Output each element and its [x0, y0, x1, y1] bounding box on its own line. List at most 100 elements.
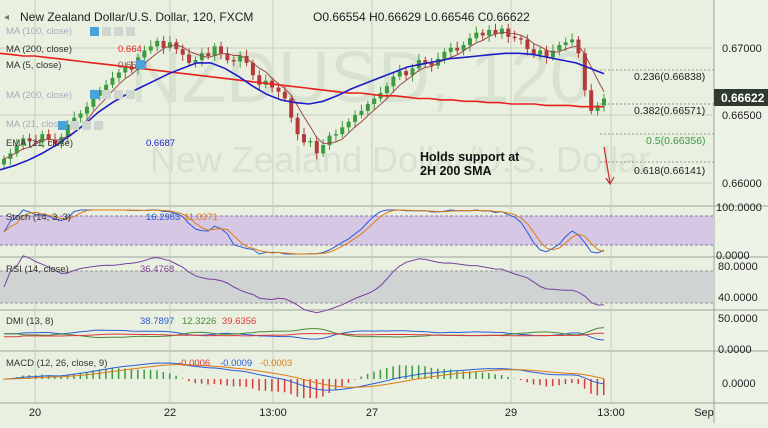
macd-hist-bar: [41, 374, 43, 379]
dmi-minus-line: [4, 327, 605, 339]
macd-hist-bar: [92, 370, 94, 379]
rsi-value: 36.4768: [140, 264, 174, 275]
candle-body: [365, 104, 370, 111]
dmi-value-3: 39.6356: [222, 316, 256, 327]
macd-hist-bar: [290, 379, 292, 395]
macd-hist-bar: [232, 379, 235, 387]
macd-hist-bar: [130, 369, 133, 379]
macd-hist-bar: [200, 379, 203, 384]
candle-body: [53, 139, 58, 144]
macd-hist-bar: [558, 379, 560, 386]
collapse-icon[interactable]: ◂: [4, 12, 9, 23]
macd-line: [3, 362, 605, 391]
candle-body: [193, 60, 198, 63]
macd-hist-bar: [117, 368, 120, 379]
ema21-line: [0, 52, 605, 171]
rsi-label: RSI (14, close): [6, 264, 69, 275]
sma200-line: [0, 52, 604, 108]
stoch-tick-bottom: 0.0000: [716, 250, 750, 262]
candle-body: [359, 110, 364, 115]
candle-body: [550, 50, 555, 58]
candle-body: [327, 135, 332, 146]
candle-body: [40, 134, 45, 143]
macd-hist-bar: [168, 373, 171, 379]
candle-body: [480, 32, 485, 36]
macd-hist-bar: [328, 379, 331, 394]
candle-body: [340, 127, 345, 135]
macd-hist-bar: [385, 368, 388, 379]
macd-hist-bar: [111, 368, 114, 379]
candle-body: [27, 138, 32, 142]
svg-text:0.66500: 0.66500: [722, 110, 762, 122]
macd-hist-bar: [66, 374, 69, 379]
dmi-label: DMI (13, 8): [6, 316, 54, 327]
candle-body: [423, 60, 428, 63]
macd-label: MACD (12, 26, close, 9): [6, 358, 107, 369]
candle-body: [474, 32, 479, 39]
candle-body: [219, 46, 224, 54]
annotation-line2: 2H 200 SMA: [420, 164, 492, 178]
macd-hist-bar: [526, 379, 528, 383]
macd-hist-bar: [213, 379, 216, 384]
macd-hist-bar: [264, 379, 267, 391]
candle-body: [372, 98, 377, 104]
candle-body: [519, 38, 524, 40]
macd-hist-bar: [468, 371, 471, 379]
svg-text:EMA (21, close): EMA (21, close): [6, 138, 73, 149]
macd-hist-bar: [239, 379, 241, 387]
macd-hist-bar: [366, 373, 369, 379]
macd-hist-bar: [105, 368, 107, 379]
macd-hist-bar: [156, 370, 158, 379]
candle-body: [404, 71, 409, 76]
candle-body: [563, 42, 568, 46]
candle-body: [129, 66, 134, 70]
macd-hist-bar: [303, 379, 305, 399]
candle-body: [538, 50, 543, 55]
macd-hist-bar: [354, 379, 356, 380]
candle-body: [46, 134, 51, 140]
adx-line: [4, 332, 604, 338]
candle-body: [97, 90, 102, 96]
macd-hist-bar: [322, 379, 324, 397]
macd-hist-bar: [283, 379, 286, 393]
candle-body: [467, 38, 472, 46]
legend-icons[interactable]: [58, 27, 145, 130]
candle-body: [225, 53, 230, 61]
macd-hist-bar: [507, 376, 509, 379]
svg-text:29: 29: [505, 407, 517, 419]
candle-body: [295, 117, 300, 135]
candle-body: [65, 124, 70, 137]
candle-body: [410, 68, 415, 76]
candle-body: [557, 45, 562, 51]
svg-text:0.66000: 0.66000: [722, 178, 762, 190]
macd-hist-bar: [175, 375, 177, 379]
macd-hist-bar: [564, 379, 567, 385]
stoch-d-value: 11.0371: [184, 212, 218, 223]
macd-hist-bar: [60, 376, 62, 379]
candle-body: [442, 51, 447, 59]
price-badge: [714, 89, 768, 106]
candle-body: [148, 46, 153, 51]
time-axis-ticks: 20 22 13:00 27 29 13:00 Sep: [29, 407, 714, 419]
candle-body: [544, 50, 549, 58]
candle-body: [231, 60, 236, 62]
macd-signal-line: [3, 363, 605, 388]
candle-body: [525, 39, 530, 50]
candle-body: [238, 56, 243, 62]
candle-body: [187, 54, 192, 63]
svg-text:Sep: Sep: [694, 407, 714, 419]
dmi-value-2: 12.3226: [182, 316, 216, 327]
fib-lines: [600, 69, 714, 163]
dmi-tick-top: 50.0000: [718, 313, 758, 325]
macd-value-2: -0.0009: [220, 358, 252, 369]
macd-value-1: -0.0006: [178, 358, 210, 369]
macd-hist-bar: [207, 379, 209, 385]
annotation-arrow: [603, 146, 615, 186]
macd-hist-bar: [424, 366, 426, 379]
candle-body: [346, 121, 351, 128]
macd-hist-bar: [309, 379, 311, 399]
candle-body: [199, 53, 204, 61]
macd-hist-bar: [456, 370, 458, 379]
legend-rows: MA (100, close) MA (200, close) 0.664 MA…: [6, 26, 175, 149]
candle-body: [333, 134, 338, 136]
